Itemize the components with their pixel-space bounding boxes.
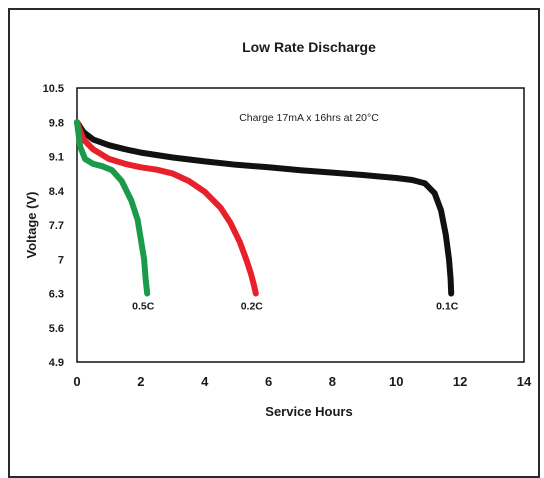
x-tick-label: 12 (453, 374, 467, 389)
chart-frame (8, 8, 540, 478)
series-labels: 0.1C 0.2C 0.5C (132, 301, 459, 313)
x-tick-label: 4 (201, 374, 209, 389)
y-tick-label: 4.9 (49, 357, 64, 369)
y-tick-label: 7 (58, 254, 64, 266)
series-label: 0.2C (241, 301, 264, 313)
x-tick-label: 6 (265, 374, 272, 389)
plot-area (76, 87, 525, 363)
y-tick-label: 8.4 (49, 186, 65, 198)
series-line-0-5c (74, 119, 151, 297)
x-tick-label: 10 (389, 374, 403, 389)
x-axis-label: Service Hours (265, 404, 352, 419)
y-tick-label: 10.5 (43, 83, 64, 95)
y-axis-ticks: 10.5 9.8 9.1 8.4 7.7 7 6.3 5.6 4.9 (43, 83, 65, 369)
x-tick-label: 8 (329, 374, 336, 389)
y-tick-label: 9.8 (49, 117, 64, 129)
x-tick-label: 14 (517, 374, 532, 389)
y-axis-label: Voltage (V) (24, 192, 39, 259)
x-tick-label: 2 (137, 374, 144, 389)
x-tick-label: 0 (73, 374, 80, 389)
series-label: 0.5C (132, 301, 155, 313)
y-tick-label: 9.1 (49, 152, 64, 164)
y-tick-label: 5.6 (49, 323, 64, 335)
series-line-0-1c (74, 119, 455, 297)
discharge-chart: Low Rate Discharge 10.5 9.8 9.1 8.4 7.7 7 6.3 5… (24, 39, 532, 419)
x-axis-ticks: 0 2 4 6 8 10 12 14 (73, 374, 532, 389)
y-tick-label: 6.3 (49, 289, 64, 301)
series-lines (74, 119, 455, 297)
charge-annotation: Charge 17mA x 16hrs at 20°C (239, 112, 379, 124)
y-tick-label: 7.7 (49, 220, 64, 232)
series-label: 0.1C (436, 301, 459, 313)
chart-title: Low Rate Discharge (242, 39, 376, 55)
series-line-0-2c (74, 119, 259, 297)
